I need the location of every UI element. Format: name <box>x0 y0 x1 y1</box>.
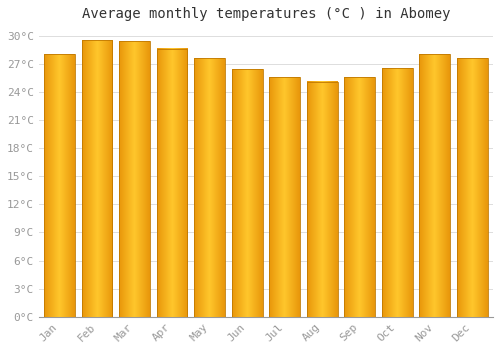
Bar <box>82 40 112 317</box>
Bar <box>344 77 375 317</box>
Bar <box>119 41 150 317</box>
Bar <box>420 54 450 317</box>
Bar <box>156 49 188 317</box>
Bar <box>194 58 225 317</box>
Bar <box>382 69 412 317</box>
Title: Average monthly temperatures (°C ) in Abomey: Average monthly temperatures (°C ) in Ab… <box>82 7 450 21</box>
Bar <box>307 82 338 317</box>
Bar <box>270 77 300 317</box>
Bar <box>44 54 75 317</box>
Bar <box>457 58 488 317</box>
Bar <box>232 69 262 317</box>
